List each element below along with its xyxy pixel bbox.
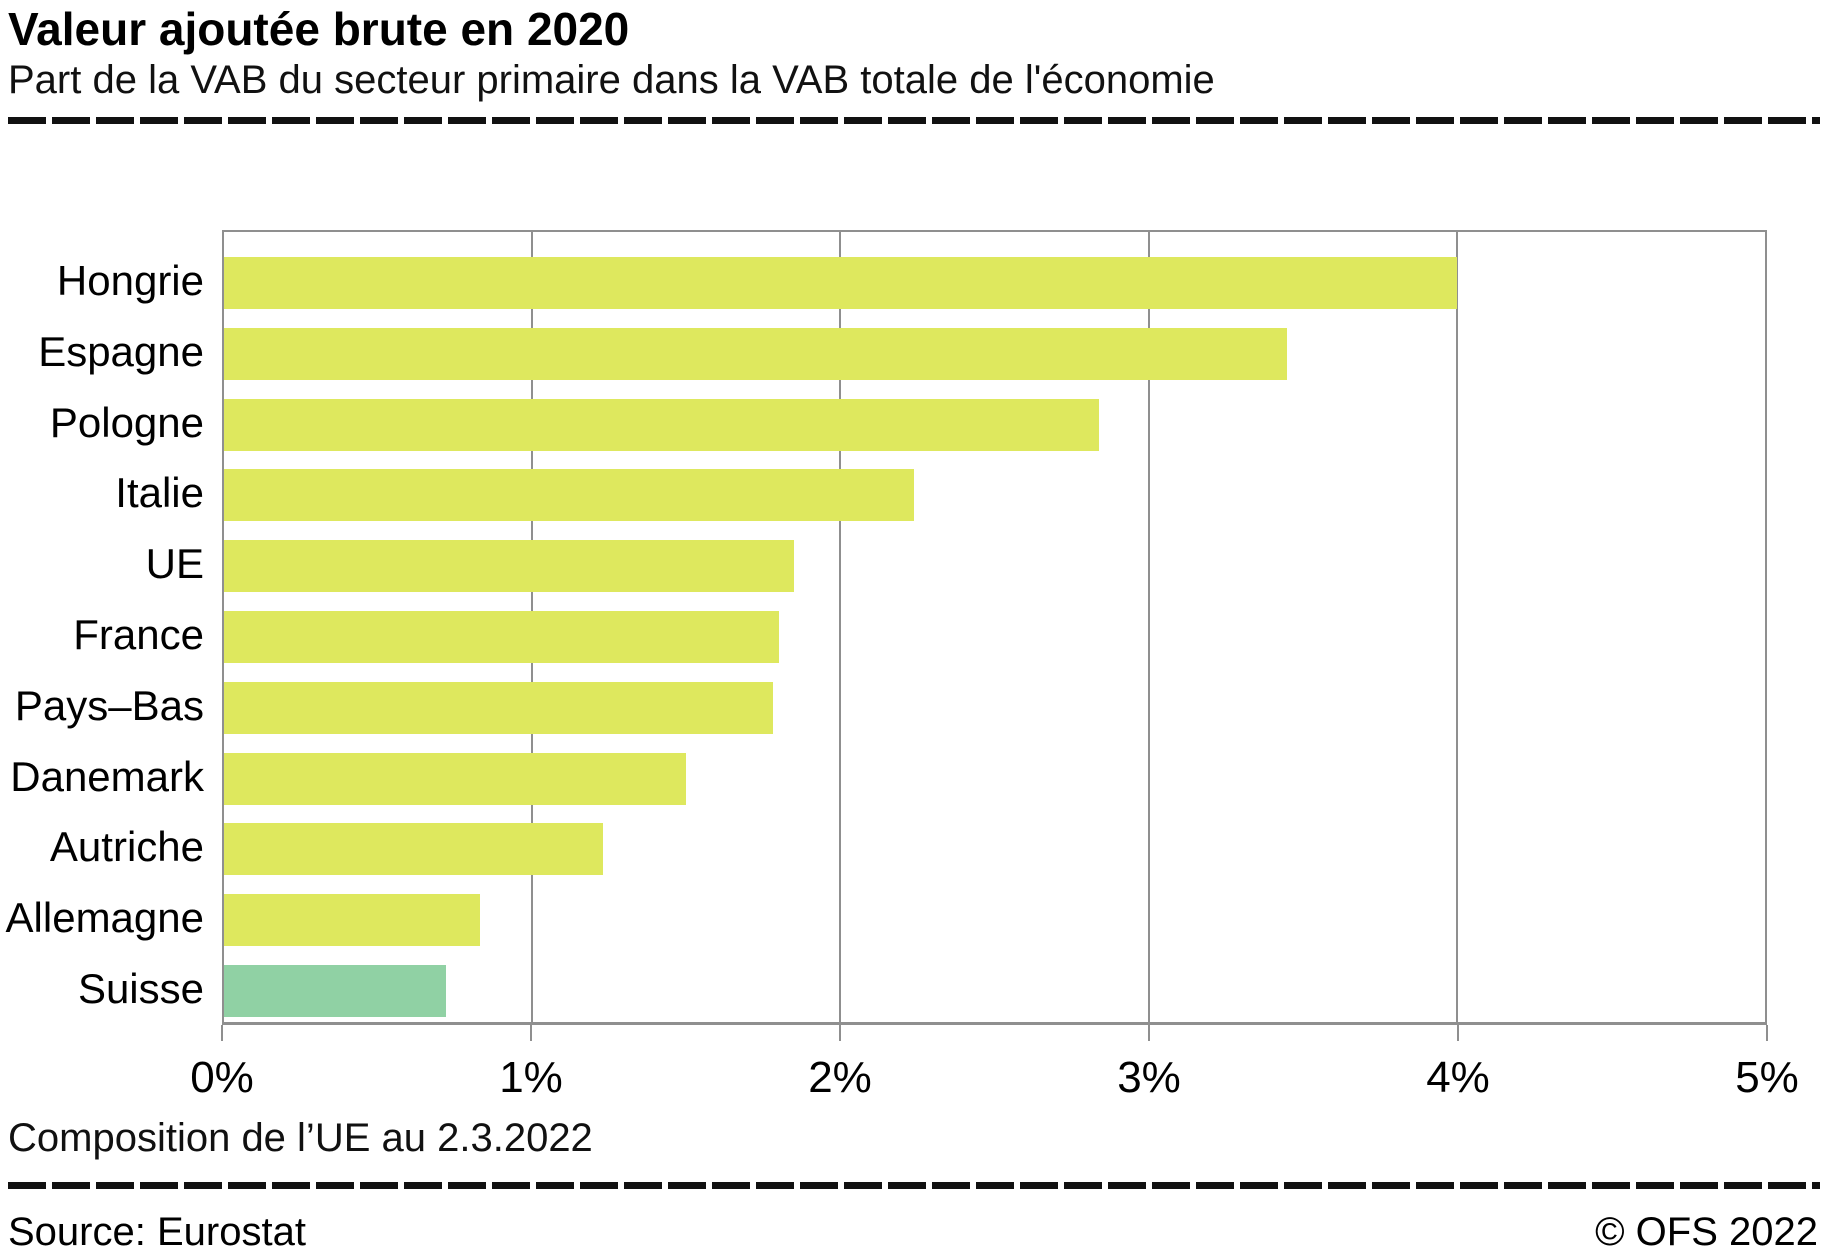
footer-divider bbox=[8, 1182, 1820, 1189]
bar-hongrie bbox=[224, 257, 1457, 309]
footer: Source: Eurostat © OFS 2022 bbox=[8, 1210, 1818, 1255]
category-label-espagne: Espagne bbox=[38, 327, 204, 375]
category-label-suisse: Suisse bbox=[77, 965, 204, 1012]
gridline-3% bbox=[1147, 232, 1150, 1022]
bar-pays–bas bbox=[224, 681, 773, 734]
bar-ue bbox=[224, 540, 795, 593]
category-label-hongrie: Hongrie bbox=[56, 257, 204, 304]
category-label-allemagne: Allemagne bbox=[5, 894, 204, 942]
x-axis: 0% 1% 2% 3% 4% 5% bbox=[0, 1025, 1828, 1145]
x-tick-label-0%: 0% bbox=[190, 1053, 254, 1102]
bar-allemagne bbox=[224, 894, 480, 947]
x-tick-4% bbox=[1457, 1025, 1459, 1041]
x-tick-label-3%: 3% bbox=[1117, 1053, 1181, 1102]
category-label-pays–bas: Pays–Bas bbox=[14, 681, 204, 729]
header-divider bbox=[8, 117, 1820, 124]
category-label-ue: UE bbox=[145, 540, 204, 588]
category-label-france: France bbox=[73, 611, 204, 658]
x-tick-label-5%: 5% bbox=[1735, 1053, 1799, 1102]
gridline-4% bbox=[1455, 232, 1458, 1022]
bar-autriche bbox=[224, 823, 604, 876]
gridline-2% bbox=[839, 232, 842, 1022]
bar-danemark bbox=[224, 752, 687, 805]
x-tick-label-1%: 1% bbox=[499, 1053, 563, 1102]
x-tick-5% bbox=[1766, 1025, 1768, 1041]
bar-italie bbox=[224, 469, 915, 522]
bar-chart: Hongrie Espagne Pologne Italie UE France Pays–… bbox=[0, 230, 1828, 1102]
x-tick-label-2%: 2% bbox=[808, 1053, 872, 1102]
page-subtitle: Part de la VAB du secteur primaire dans … bbox=[8, 58, 1215, 102]
plot-area bbox=[222, 230, 1767, 1025]
bar-pologne bbox=[224, 398, 1100, 451]
source-text: Source: Eurostat bbox=[8, 1210, 306, 1254]
category-label-danemark: Danemark bbox=[10, 752, 204, 800]
page-title: Valeur ajoutée brute en 2020 bbox=[8, 3, 630, 55]
bar-suisse bbox=[224, 965, 446, 1017]
copyright-text: © OFS 2022 bbox=[1595, 1210, 1818, 1254]
category-label-pologne: Pologne bbox=[49, 398, 204, 446]
x-tick-2% bbox=[839, 1025, 841, 1041]
bar-espagne bbox=[224, 327, 1288, 380]
x-tick-0% bbox=[221, 1025, 223, 1041]
category-labels: Hongrie Espagne Pologne Italie UE France Pays–… bbox=[0, 230, 204, 1025]
x-tick-label-4%: 4% bbox=[1426, 1053, 1490, 1102]
x-tick-1% bbox=[530, 1025, 532, 1041]
x-tick-3% bbox=[1148, 1025, 1150, 1041]
category-label-autriche: Autriche bbox=[49, 823, 204, 871]
bar-france bbox=[224, 611, 779, 663]
footnote: Composition de l’UE au 2.3.2022 bbox=[8, 1116, 593, 1160]
category-label-italie: Italie bbox=[115, 469, 204, 517]
